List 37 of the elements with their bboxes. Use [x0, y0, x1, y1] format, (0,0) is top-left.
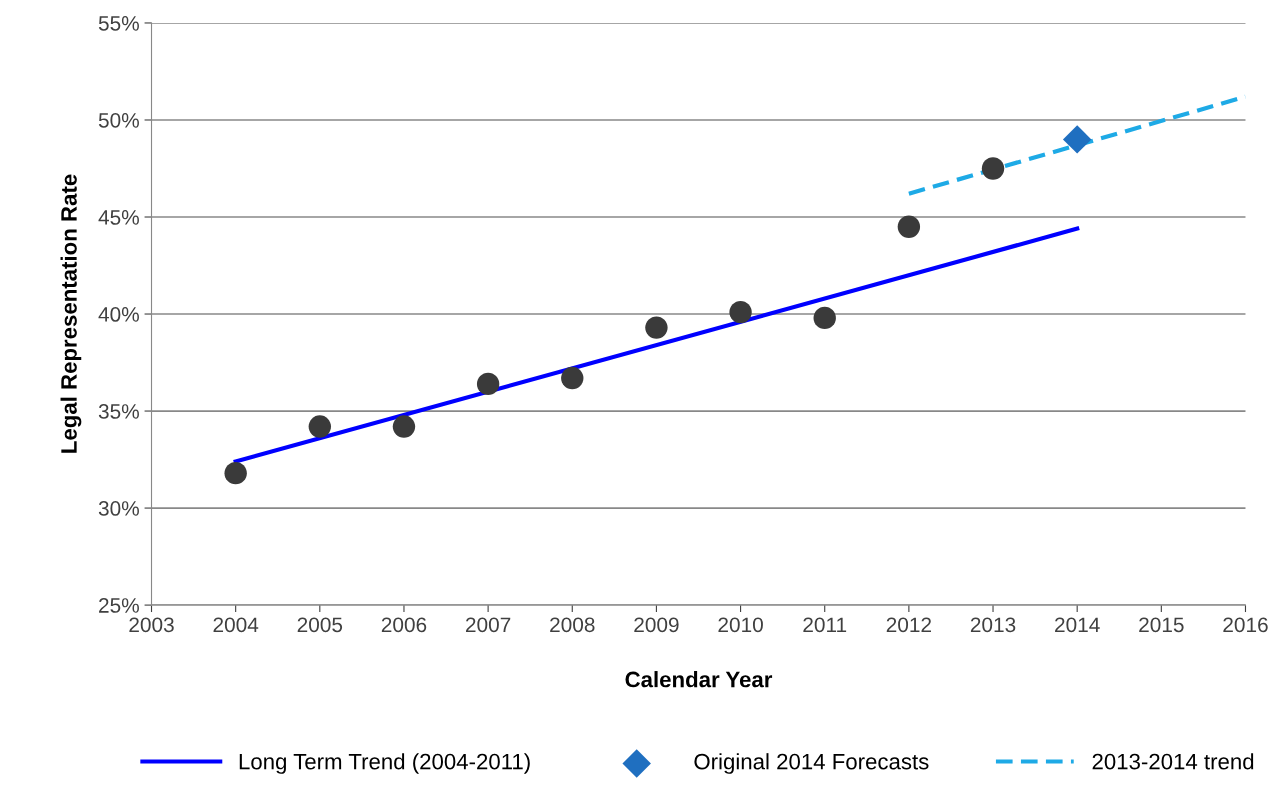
x-tick-label: 2016 — [1223, 617, 1268, 633]
y-tick-label: 50% — [98, 112, 139, 128]
x-tick-label: 2013 — [970, 617, 1016, 633]
x-tick-label: 2015 — [1139, 617, 1184, 633]
point — [392, 415, 416, 438]
point — [645, 316, 668, 339]
y-tick-label: 45% — [98, 210, 139, 225]
point — [476, 372, 500, 396]
x-tick-label: 2012 — [886, 617, 931, 633]
x-tick-label: 2008 — [550, 617, 595, 633]
y-tick-label: 25% — [99, 598, 139, 613]
x-tick-label: 2010 — [718, 617, 763, 633]
point — [813, 306, 836, 330]
point — [897, 215, 921, 238]
x-tick-label: 2007 — [466, 617, 511, 633]
x-axis-title: Calendar Year — [625, 671, 773, 688]
legend-label: Original 2014 Forecasts — [694, 753, 929, 774]
point — [561, 366, 584, 390]
y-tick-label: 40% — [98, 307, 139, 322]
x-tick-label: 2011 — [803, 617, 847, 633]
legend-label: Long Term Trend (2004-2011) — [239, 753, 530, 774]
legend-label: 2013-2014 trend — [1092, 753, 1254, 770]
point — [224, 461, 247, 485]
y-tick-label: 35% — [98, 404, 139, 419]
point — [1062, 125, 1092, 154]
x-tick-label: 2005 — [297, 617, 343, 633]
x-tick-label: 2009 — [634, 617, 679, 633]
y-axis-title: Legal Representation Rate — [60, 174, 82, 453]
x-tick-label: 2003 — [129, 617, 174, 633]
point — [308, 415, 332, 438]
x-tick-label: 2014 — [1055, 617, 1100, 633]
y-tick-label: 30% — [98, 501, 139, 516]
point — [981, 157, 1005, 180]
point — [729, 300, 752, 324]
x-tick-label: 2004 — [213, 617, 259, 633]
x-tick-label: 2006 — [381, 617, 427, 633]
y-tick-label: 55% — [98, 16, 139, 31]
